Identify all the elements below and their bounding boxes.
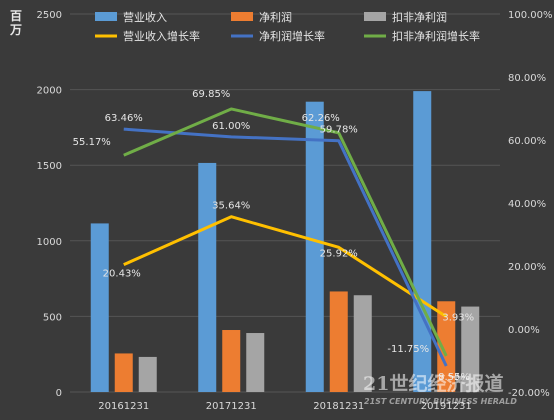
watermark-title: 21世纪经济报道 xyxy=(363,372,503,395)
y-left-tick-label: 1500 xyxy=(37,161,62,172)
y-right-tick-label: -20.00% xyxy=(508,388,550,399)
y-left-tick-label: 0 xyxy=(56,388,62,399)
bar-0-1 xyxy=(198,162,217,392)
bar-0-0 xyxy=(90,223,109,392)
data-label-0-3: 3.93% xyxy=(442,313,474,324)
y-right-tick-label: 100.00% xyxy=(508,10,553,21)
bar-1-0 xyxy=(114,353,133,392)
data-label-0-0: 20.43% xyxy=(103,269,141,280)
data-label-1-1: 61.00% xyxy=(212,121,250,132)
y-unit-label-bottom: 万 xyxy=(9,23,22,37)
y-right-tick-label: 20.00% xyxy=(508,262,546,273)
y-right-tick-label: 80.00% xyxy=(508,73,546,84)
data-label-2-1: 69.85% xyxy=(192,89,230,100)
legend-label: 营业收入 xyxy=(123,10,167,24)
data-label-0-1: 35.64% xyxy=(212,201,250,212)
y-left-tick-label: 1000 xyxy=(37,237,62,248)
bar-1-3 xyxy=(437,301,456,392)
y-unit-label-top: 百 xyxy=(10,9,22,23)
data-label-2-2: 62.26% xyxy=(302,113,340,124)
line-series-1 xyxy=(123,127,448,367)
bar-2-2 xyxy=(353,295,372,392)
data-label-0-2: 25.92% xyxy=(320,248,358,259)
legend-label: 净利润增长率 xyxy=(259,29,325,43)
data-label-2-3: -8.55% xyxy=(435,372,470,383)
legend-swatch-bar xyxy=(364,12,386,21)
bar-1-1 xyxy=(222,330,241,392)
axes: 0 500 1000 1500 2000 2500 -20.00% 0.00% 20.00% 40… xyxy=(37,10,553,412)
y-right-tick-label: 40.00% xyxy=(508,199,546,210)
watermark-subtitle: 21ST CENTURY BUSINESS HERALD xyxy=(364,397,517,406)
bar-2-3 xyxy=(461,306,480,392)
data-label-1-0: 63.46% xyxy=(105,113,143,124)
y-right-tick-label: 0.00% xyxy=(508,325,540,336)
data-label-2-0: 55.17% xyxy=(73,137,111,148)
y-left-tick-label: 500 xyxy=(43,312,62,323)
data-labels: 20.43% 35.64% 25.92% 3.93% 63.46% 61.00% 59.78… xyxy=(73,89,474,383)
line-series-0 xyxy=(123,215,448,318)
bar-0-2 xyxy=(305,101,324,393)
x-tick-label: 20161231 xyxy=(98,401,149,412)
legend-label: 扣非净利润 xyxy=(392,10,447,24)
bar-2-1 xyxy=(246,333,265,392)
legend-label: 净利润 xyxy=(259,10,292,24)
x-tick-label: 20171231 xyxy=(206,401,257,412)
y-right-tick-label: 60.00% xyxy=(508,136,546,147)
line-series-2 xyxy=(123,107,448,357)
legend-label: 扣非净利润增长率 xyxy=(392,29,480,43)
legend-swatch-bar xyxy=(95,12,117,21)
data-label-1-2: 59.78% xyxy=(320,125,358,136)
bar-2-0 xyxy=(138,356,157,392)
bar-1-2 xyxy=(329,291,348,392)
x-tick-label: 20191231 xyxy=(421,401,472,412)
data-label-1-3: -11.75% xyxy=(387,344,429,355)
y-left-tick-label: 2500 xyxy=(37,10,62,21)
x-tick-label: 20181231 xyxy=(313,401,364,412)
y-left-tick-label: 2000 xyxy=(37,86,62,97)
legend-label: 营业收入增长率 xyxy=(123,29,200,43)
legend-swatch-bar xyxy=(231,12,253,21)
line-marks xyxy=(123,107,448,367)
